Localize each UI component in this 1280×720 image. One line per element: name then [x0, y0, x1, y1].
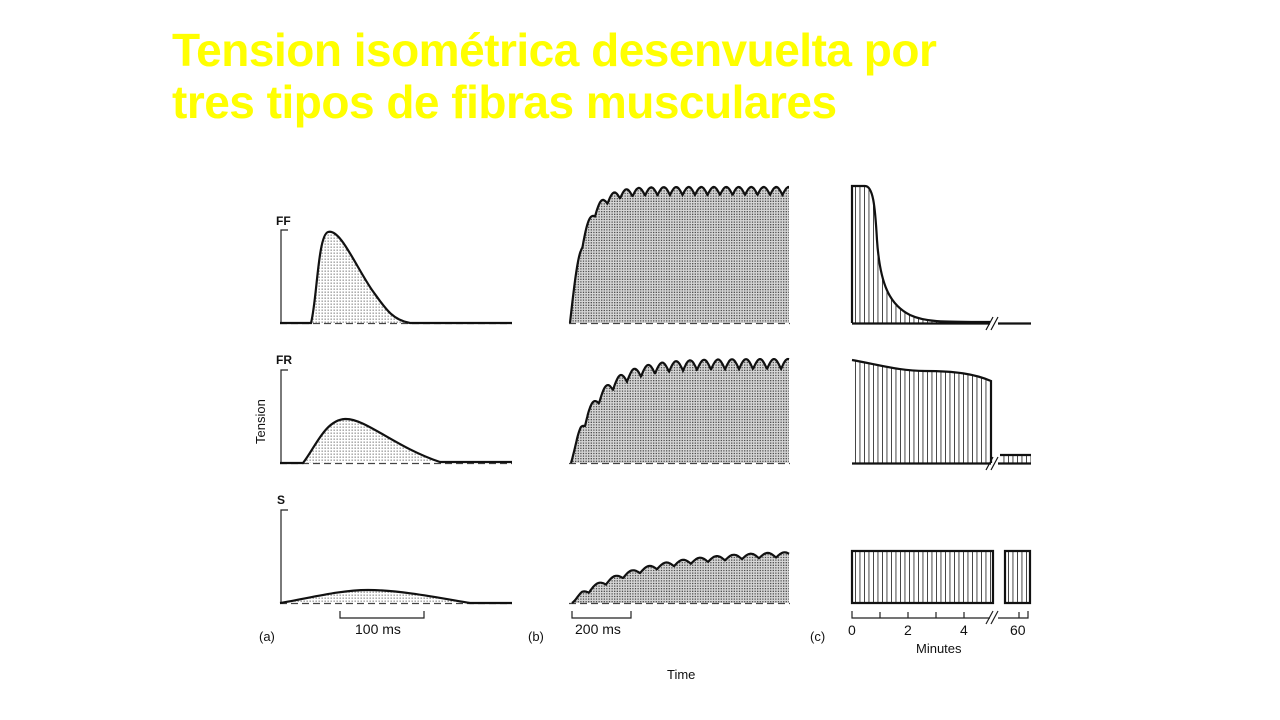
x-axis-label: Time — [667, 667, 695, 682]
scale-bar-200ms-label: 200 ms — [575, 621, 621, 637]
minutes-tick-0: 0 — [848, 622, 856, 638]
panel-a-twitch-fr — [280, 417, 512, 465]
scale-bar-100ms-label: 100 ms — [355, 621, 401, 637]
panel-label-c: (c) — [810, 629, 825, 644]
fiber-label-s: S — [277, 493, 285, 507]
minutes-tick-2: 2 — [904, 622, 912, 638]
scale-bar-200ms — [571, 611, 632, 619]
slide-title-line-2: tres tipos de fibras musculares — [172, 76, 837, 128]
panel-c-fatigue-fr — [851, 358, 1031, 471]
panel-b-tetanus-fr — [569, 357, 790, 465]
fiber-label-fr: FR — [276, 353, 292, 367]
fr-axis-bracket — [280, 369, 288, 463]
panel-c-time-axis — [851, 610, 1029, 625]
ff-axis-bracket — [280, 229, 288, 323]
slide-title-line-1: Tension isométrica desenvuelta por — [172, 24, 937, 76]
minutes-axis-label: Minutes — [916, 641, 962, 656]
panel-b-tetanus-ff — [568, 185, 790, 325]
minutes-tick-60: 60 — [1010, 622, 1026, 638]
panel-label-a: (a) — [259, 629, 275, 644]
fiber-label-ff: FF — [276, 214, 291, 228]
scale-bar-100ms — [339, 611, 425, 619]
panel-b-tetanus-s — [569, 551, 790, 605]
panel-c-fatigue-s — [850, 549, 1032, 605]
panel-a-twitch-s — [279, 588, 512, 605]
s-axis-bracket — [280, 509, 288, 603]
panel-c-fatigue-ff — [850, 184, 1031, 331]
minutes-tick-4: 4 — [960, 622, 968, 638]
slide-title: Tension isométrica desenvuelta por tres … — [172, 24, 1072, 128]
panel-a-twitch-ff — [280, 230, 512, 325]
y-axis-label: Tension — [253, 399, 268, 444]
panel-label-b: (b) — [528, 629, 544, 644]
